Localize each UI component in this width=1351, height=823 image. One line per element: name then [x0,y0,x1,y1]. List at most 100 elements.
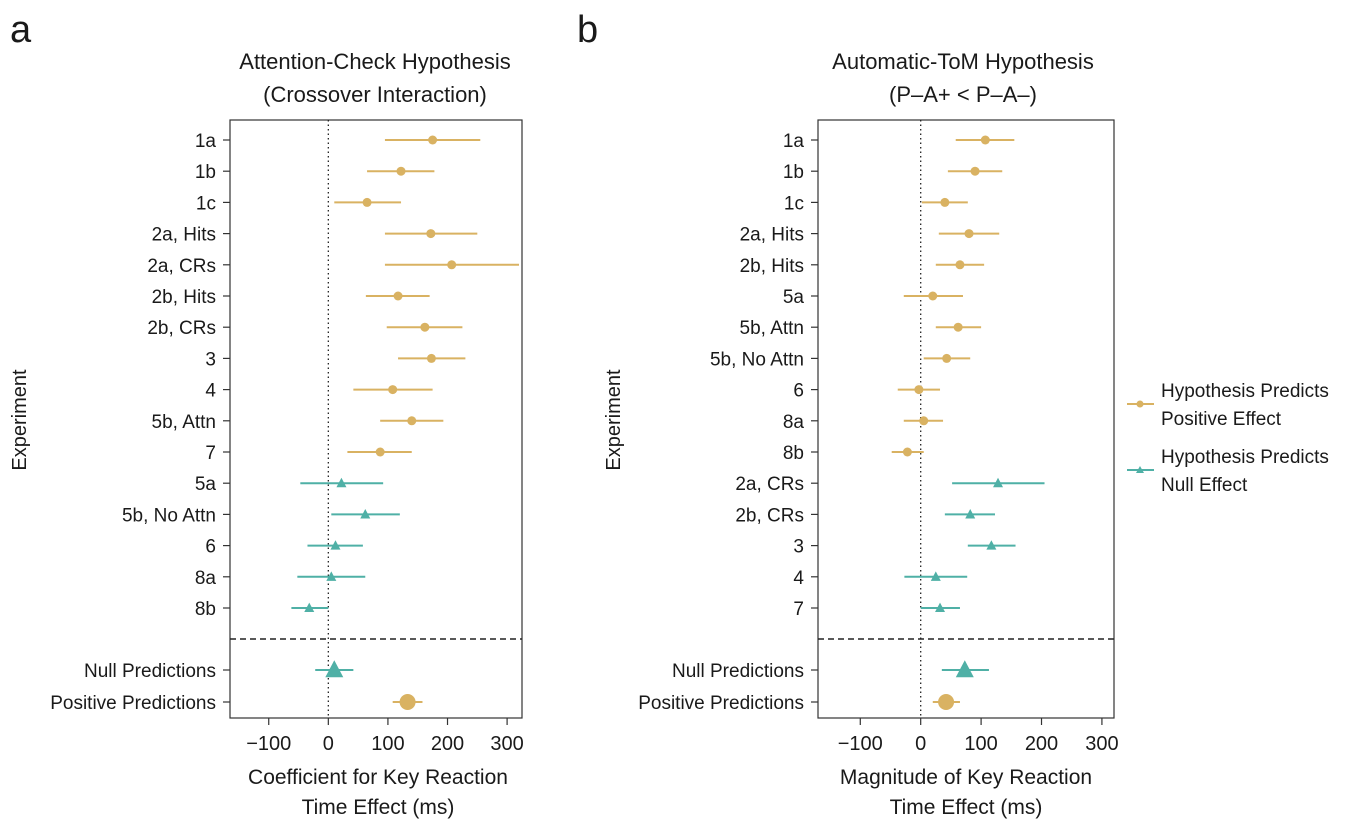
panel-b-estimate-circle [980,135,990,145]
panel-b-x-tick-label: 300 [1085,733,1118,755]
panel-a-estimate-circle [447,260,457,270]
panel-a-x-axis-label-line1: Coefficient for Key Reaction [248,766,508,789]
legend-positive-label-line2: Positive Effect [1161,409,1282,430]
legend-null-label-line1: Hypothesis Predicts [1161,447,1329,468]
panel-b-estimate-triangle [965,509,976,519]
panel-b-row-label: 2a, Hits [740,225,804,246]
panel-b-estimate-circle [919,416,929,426]
panel-a-title-line2: (Crossover Interaction) [263,82,487,107]
panel-a: a Attention-Check Hypothesis (Crossover … [9,9,524,819]
panel-a-letter: a [10,9,32,51]
panel-b-row-label: 4 [793,568,804,589]
panel-b-estimate-circle [953,322,963,332]
panel-a-row-label: 2a, Hits [152,225,216,246]
panel-b-title-line1: Automatic-ToM Hypothesis [832,49,1094,74]
panel-b-estimate-circle [964,229,974,239]
panel-a-row-label: Positive Predictions [50,693,216,714]
panel-b-estimate-triangle [993,477,1004,488]
panel-a-row-label: 7 [205,443,216,464]
panel-b-estimate-triangle [935,602,946,613]
panel-b-plot-frame [817,119,1115,719]
panel-a-estimate-triangle [336,477,347,488]
panel-b-row-label: 8a [783,412,805,433]
panel-b-estimate-circle [914,385,924,395]
panel-b-row-label: 1c [784,193,804,214]
panel-b-row-label: 8b [783,443,804,464]
panel-b: b Automatic-ToM Hypothesis (P–A+ < P–A–)… [577,9,1119,819]
panel-b-row-label: 6 [793,381,804,402]
panel-a-estimate-circle [375,447,385,457]
panel-a-row-label: 5a [195,474,217,495]
panel-a-estimate-circle [388,385,398,395]
panel-b-estimate-circle [928,291,938,301]
legend-null-triangle-marker [1136,466,1144,473]
panel-a-estimate-circle [362,197,372,207]
panel-a-estimate-circle [420,322,430,332]
panel-b-letter: b [577,9,598,51]
panel-a-title-line1: Attention-Check Hypothesis [239,49,510,74]
panel-b-x-tick-label: −100 [838,733,883,755]
panel-a-row-label: 3 [205,349,216,370]
panel-a-estimate-circle [426,353,436,363]
panel-a-estimate-circle [407,416,417,426]
panel-a-x-tick-label: 0 [323,733,334,755]
panel-b-estimate-circle [938,694,955,710]
panel-a-row-label: 1c [196,193,216,214]
legend: Hypothesis Predicts Positive Effect Hypo… [1127,381,1329,496]
panel-a-estimate-triangle [326,571,337,581]
panel-b-row-label: 5a [783,287,805,308]
panel-b-estimate-triangle [986,540,997,550]
legend-positive-label-line1: Hypothesis Predicts [1161,381,1329,402]
panel-a-row-label: 2b, Hits [152,287,216,308]
panel-a-estimate-triangle [360,509,371,519]
panel-a-row-label: 8a [195,568,217,589]
panel-a-row-label: 4 [205,381,216,402]
panel-a-row-label: 6 [205,537,216,558]
panel-b-title-line2: (P–A+ < P–A–) [889,82,1037,107]
panel-a-x-tick-label: 300 [490,733,523,755]
panel-b-row-label: 7 [793,599,804,620]
panel-b-estimate-circle [902,447,912,457]
panel-a-x-tick-label: −100 [246,733,291,755]
panel-b-estimate-triangle [955,660,974,678]
panel-b-y-axis-label: Experiment [603,369,625,471]
panel-b-row-label: 3 [793,537,804,558]
panel-a-row-label: 1a [195,131,217,152]
panel-a-y-axis-label: Experiment [9,369,31,471]
panel-a-row-label: 8b [195,599,216,620]
panel-a-estimate-circle [428,135,438,145]
panel-a-estimate-triangle [304,602,315,613]
panel-a-estimate-circle [399,694,416,710]
panel-b-row-label: 1a [783,131,805,152]
legend-positive-circle-marker [1136,400,1144,408]
panel-a-estimate-triangle [330,540,341,550]
panel-b-x-tick-label: 100 [964,733,997,755]
panel-a-plot-frame [229,119,523,719]
panel-a-x-axis-label-line2: Time Effect (ms) [302,796,455,819]
panel-b-row-label: Positive Predictions [638,693,804,714]
panel-a-estimate-circle [426,229,436,239]
panel-a-row-label: 1b [195,162,216,183]
panel-a-x-tick-label: 200 [431,733,464,755]
panel-a-estimate-triangle [325,660,344,678]
panel-a-x-tick-label: 100 [371,733,404,755]
panel-a-estimate-circle [396,166,406,176]
panel-a-row-label: 5b, Attn [152,412,216,433]
panel-b-estimate-circle [955,260,965,270]
panel-a-estimate-circle [393,291,403,301]
panel-b-estimate-triangle [930,571,941,581]
panel-a-row-label: 2b, CRs [147,318,216,339]
panel-b-row-label: 5b, No Attn [710,349,804,370]
panel-a-row-label: 5b, No Attn [122,505,216,526]
panel-b-row-label: Null Predictions [672,661,804,682]
panel-b-row-label: 5b, Attn [740,318,804,339]
panel-b-x-axis-label-line2: Time Effect (ms) [890,796,1043,819]
panel-b-row-label: 2b, CRs [735,505,804,526]
panel-a-row-label: 2a, CRs [147,256,216,277]
panel-a-row-label: Null Predictions [84,661,216,682]
panel-b-estimate-circle [940,197,950,207]
panel-b-row-label: 1b [783,162,804,183]
panel-b-x-tick-label: 200 [1025,733,1058,755]
panel-b-x-axis-label-line1: Magnitude of Key Reaction [840,766,1092,789]
